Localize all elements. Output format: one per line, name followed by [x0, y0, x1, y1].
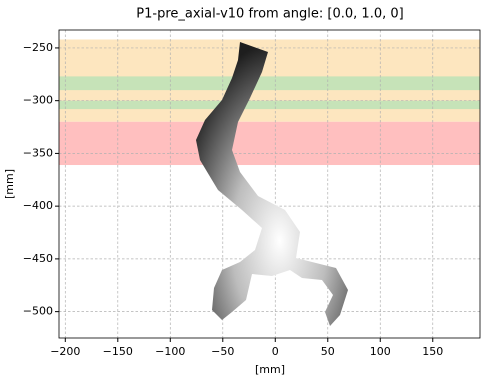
x-tick-label: −200: [50, 345, 80, 358]
y-tick-label: −300: [23, 94, 53, 107]
y-tick-label: −500: [23, 305, 53, 318]
y-tick-label: −250: [23, 41, 53, 54]
x-tick-label: 0: [272, 345, 279, 358]
chart-title: P1-pre_axial-v10 from angle: [0.0, 1.0, …: [136, 7, 403, 22]
x-tick-label: −150: [103, 345, 133, 358]
y-axis-label: [mm]: [3, 169, 16, 199]
x-tick-label: 150: [422, 345, 443, 358]
x-tick-label: −50: [211, 345, 234, 358]
y-tick-label: −450: [23, 252, 53, 265]
x-tick-label: 50: [321, 345, 335, 358]
band: [59, 121, 480, 166]
band: [59, 76, 480, 91]
plot-frame: [58, 29, 481, 339]
y-tick-label: −400: [23, 199, 53, 212]
x-axis-label: [mm]: [255, 363, 285, 376]
band: [59, 100, 480, 110]
x-tick-label: −100: [155, 345, 185, 358]
vessel-image: [196, 42, 348, 326]
x-tick-label: 100: [370, 345, 391, 358]
y-tick-label: −350: [23, 146, 53, 159]
